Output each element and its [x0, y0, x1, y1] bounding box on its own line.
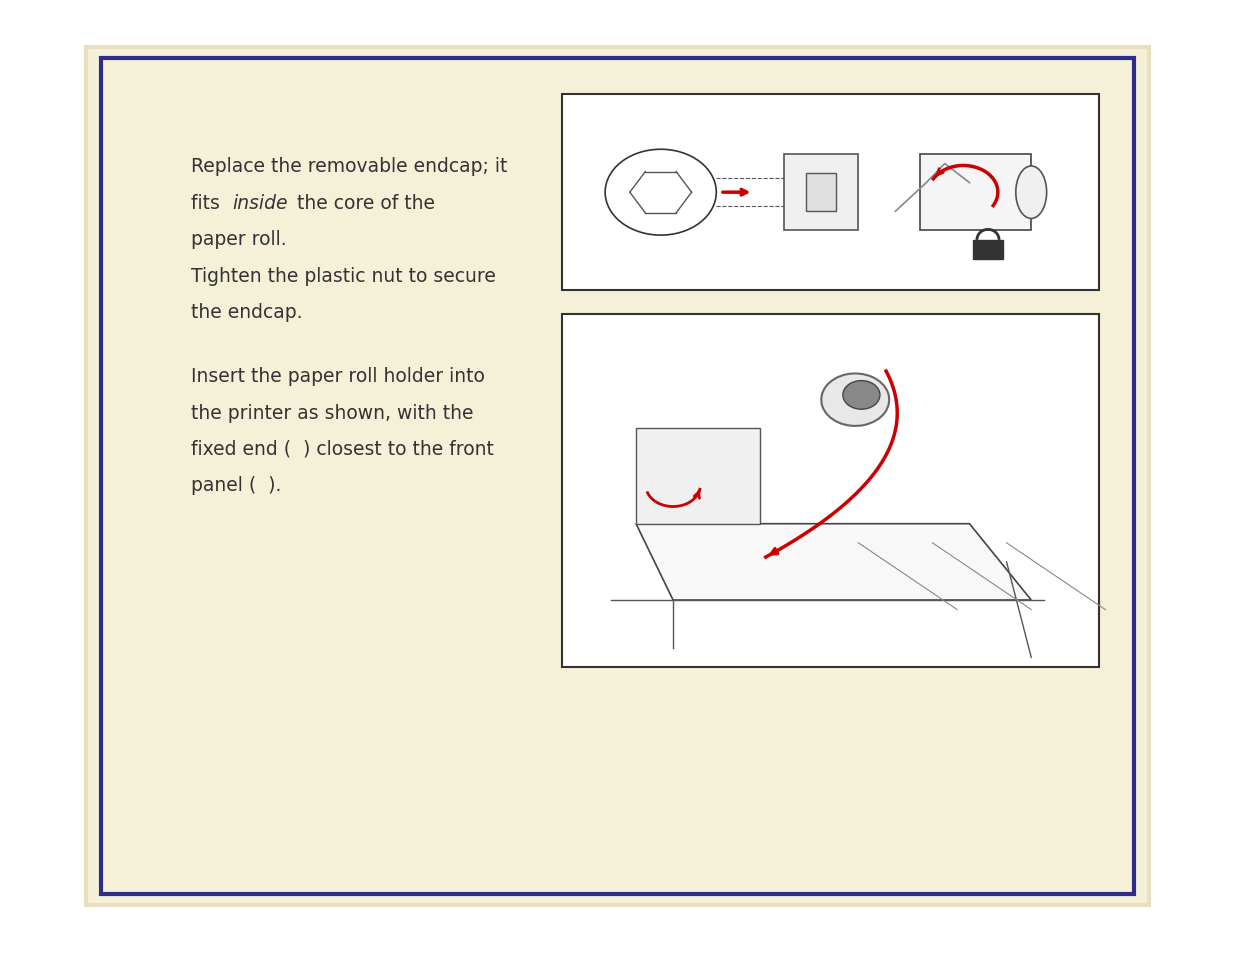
Bar — [806, 173, 836, 213]
Bar — [973, 241, 1003, 260]
Circle shape — [605, 151, 716, 235]
Text: fixed end (  ) closest to the front: fixed end ( ) closest to the front — [191, 439, 494, 458]
Text: panel (  ).: panel ( ). — [191, 476, 282, 495]
Ellipse shape — [821, 375, 889, 426]
Text: inside: inside — [232, 193, 288, 213]
Text: Replace the removable endcap; it: Replace the removable endcap; it — [191, 157, 508, 176]
Text: fits: fits — [191, 193, 226, 213]
Text: the printer as shown, with the: the printer as shown, with the — [191, 403, 474, 422]
Polygon shape — [636, 524, 1031, 600]
Ellipse shape — [1016, 167, 1047, 219]
Polygon shape — [636, 429, 760, 524]
Bar — [101, 59, 1134, 894]
Text: the core of the: the core of the — [291, 193, 436, 213]
Circle shape — [842, 381, 879, 410]
Text: the endcap.: the endcap. — [191, 303, 303, 322]
Bar — [86, 48, 1149, 905]
Bar — [784, 155, 858, 232]
Bar — [920, 155, 1031, 232]
Bar — [562, 95, 1099, 291]
Text: Insert the paper roll holder into: Insert the paper roll holder into — [191, 367, 485, 386]
Text: Tighten the plastic nut to secure: Tighten the plastic nut to secure — [191, 267, 496, 286]
Text: paper roll.: paper roll. — [191, 230, 287, 249]
Bar — [562, 314, 1099, 667]
